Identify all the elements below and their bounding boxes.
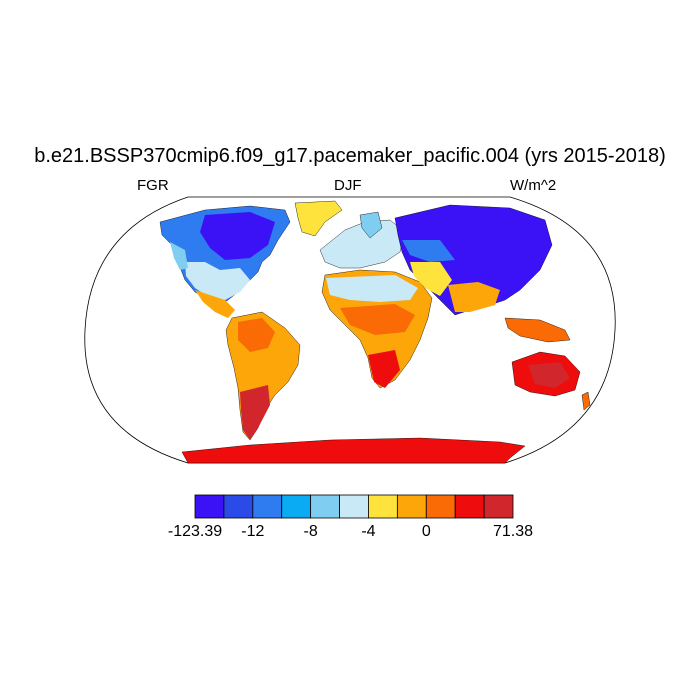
region-middle-east	[410, 262, 452, 296]
plot-title: b.e21.BSSP370cmip6.f09_g17.pacemaker_pac…	[34, 145, 666, 167]
colorbar-swatch	[223, 494, 254, 519]
region-south-asia	[448, 282, 500, 312]
season-label: DJF	[334, 177, 362, 194]
colorbar-swatch	[483, 494, 514, 519]
variable-label: FGR	[137, 177, 169, 194]
colorbar-swatch	[339, 494, 369, 519]
colorbar	[194, 494, 514, 519]
colorbar-tick-label: 71.38	[492, 523, 534, 540]
landmass-europe	[319, 219, 406, 269]
colorbar-tick-label: 0	[421, 523, 431, 540]
region-north-america-core	[200, 212, 275, 260]
colorbar-tick-label: -8	[303, 523, 318, 540]
region-australia-interior	[528, 362, 570, 388]
region-southern-africa	[368, 350, 400, 388]
colorbar-swatch	[396, 494, 427, 519]
colorbar-tick-label: -4	[361, 523, 376, 540]
region-mexico	[195, 290, 235, 318]
colorbar-swatch	[368, 494, 398, 519]
colorbar-swatch	[310, 494, 340, 519]
region-amazon	[238, 318, 275, 352]
landmass-southeast-asia	[504, 317, 571, 343]
region-sahara	[326, 275, 418, 302]
landmass-greenland	[294, 200, 343, 237]
colorbar-swatch	[252, 494, 283, 519]
region-north-america-west	[170, 242, 188, 270]
region-north-america-south	[185, 262, 250, 300]
colorbar-swatch	[194, 494, 225, 519]
colorbar-swatch	[425, 494, 456, 519]
colorbar-swatch	[281, 494, 312, 519]
region-scandinavia	[359, 211, 383, 239]
units-label: W/m^2	[510, 177, 557, 194]
region-patagonia	[240, 385, 270, 440]
colorbar-swatch	[454, 494, 485, 519]
landmass-new-zealand	[581, 391, 591, 411]
colorbar-tick-label: -123.39	[167, 523, 223, 540]
region-central-africa	[340, 304, 415, 335]
region-central-asia	[402, 240, 455, 262]
colorbar-tick-label: -12	[241, 523, 265, 540]
landmass-antarctica	[181, 437, 526, 464]
